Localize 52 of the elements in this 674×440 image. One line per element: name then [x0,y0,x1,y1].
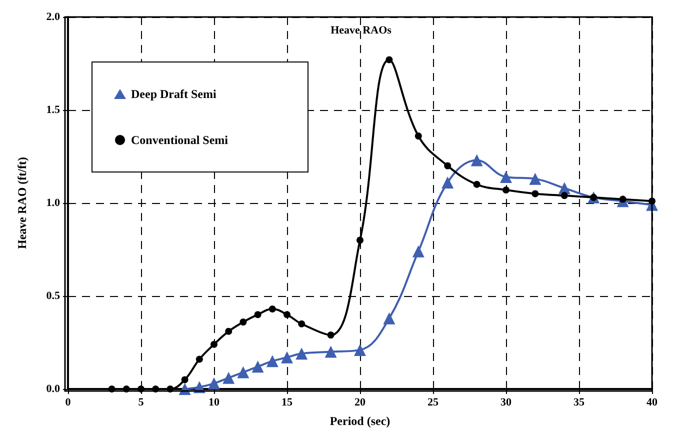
point [500,170,512,183]
point [383,312,396,324]
point [296,348,308,360]
x-tick-label: 5 [138,396,144,408]
text: Heave RAOs [330,24,392,36]
point [181,376,188,384]
point [414,132,422,140]
point [356,236,364,244]
y-tick-label: 2.0 [46,11,60,23]
y-tick-label: 0.0 [46,383,60,395]
point [502,186,510,194]
point [268,306,276,313]
point [412,245,424,258]
x-tick-label: 20 [354,396,366,408]
point [324,346,337,358]
point [208,377,220,390]
point [442,176,454,189]
point [281,351,293,364]
point [284,311,290,318]
point [196,356,203,363]
y-tick-label: 1.5 [46,104,60,116]
point [444,162,452,170]
point [529,172,542,185]
y-tick-label: 1.0 [46,197,60,209]
point [560,192,568,200]
point [327,332,334,339]
y-tick-label: 0.5 [46,290,60,302]
y-axis-title: Heave RAO (ft/ft) [15,157,29,249]
point [240,318,247,326]
point [254,311,262,318]
point [237,366,250,378]
point [532,190,539,198]
point [386,56,393,64]
legend-label: Deep Draft Semi [131,87,217,101]
point [252,360,264,373]
x-tick-label: 10 [208,396,220,408]
x-tick-label: 30 [500,396,512,408]
point [225,328,232,335]
point [473,180,480,188]
x-axis-title: Period (sec) [330,414,390,428]
point [298,320,306,328]
point [354,344,366,356]
point [222,372,235,384]
point [266,355,278,368]
point [470,154,483,166]
x-tick-label: 35 [574,396,585,408]
x-tick-label: 40 [646,396,658,408]
x-tick-label: 15 [282,396,293,408]
x-tick-label: 25 [428,396,439,408]
point [210,340,218,348]
x-tick-label: 0 [65,396,72,408]
legend-label: Conventional Semi [131,133,229,147]
